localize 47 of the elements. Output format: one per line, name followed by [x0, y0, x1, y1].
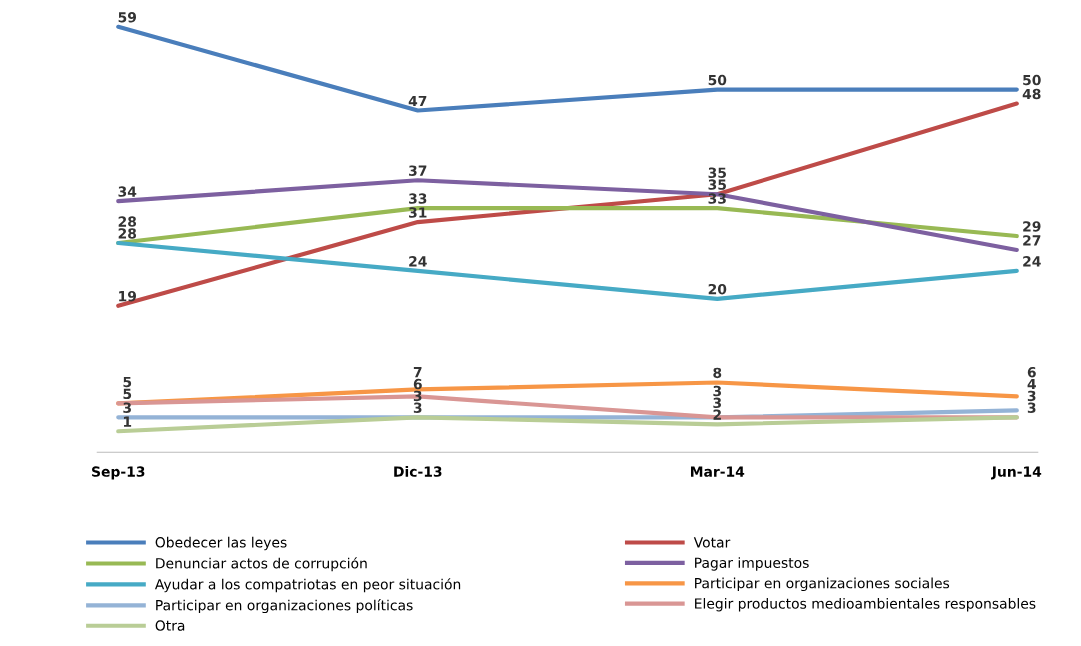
x-tick-label: Sep-13	[92, 466, 145, 480]
data-label: 50	[708, 74, 727, 86]
data-label: 3	[123, 402, 131, 413]
data-label: 34	[118, 186, 137, 197]
data-label: 37	[409, 165, 427, 176]
data-label: 35	[708, 167, 726, 179]
data-label: 2	[713, 409, 721, 420]
data-label: 48	[1022, 88, 1041, 100]
data-label: 28	[118, 228, 137, 239]
data-label: 20	[708, 283, 727, 295]
legend-label: Obedecer las leyes	[155, 536, 287, 551]
x-tick-label: Dic-13	[394, 466, 442, 477]
legend-label: Denunciar actos de corrupción	[156, 557, 367, 572]
data-label: 33	[409, 193, 427, 204]
data-label: 27	[1023, 235, 1041, 246]
legend-label: Votar	[693, 537, 731, 548]
data-label: 7	[413, 367, 422, 378]
data-label: 35	[708, 179, 726, 190]
data-label: 3	[413, 402, 422, 413]
data-label: 24	[1023, 256, 1041, 267]
data-label: 50	[1023, 74, 1041, 86]
data-label: 4	[1027, 378, 1036, 390]
data-label: 3	[713, 397, 722, 409]
data-label: 3	[1027, 390, 1036, 402]
data-label: 3	[1027, 402, 1036, 413]
legend-label: Pagar impuestos	[695, 557, 809, 571]
data-label: 3	[713, 385, 722, 397]
data-label: 6	[413, 378, 422, 390]
legend-label: Participar en organizaciones sociales	[695, 577, 950, 592]
legend-label: Otra	[155, 620, 185, 631]
data-label: 1	[123, 416, 132, 427]
data-label: 24	[409, 256, 427, 267]
x-tick-label: Jun-14	[991, 466, 1042, 480]
data-label: 47	[408, 95, 427, 106]
x-tick-label: Mar-14	[690, 466, 745, 477]
data-label: 31	[409, 207, 427, 218]
legend-label: Elegir productos medioambientales responsables	[695, 598, 1036, 612]
data-label: 8	[713, 367, 722, 379]
data-label: 19	[119, 290, 137, 302]
data-label: 59	[118, 12, 137, 23]
data-label: 5	[123, 388, 132, 400]
data-label: 29	[1023, 221, 1041, 232]
legend-label: Participar en organizaciones políticas	[156, 599, 413, 614]
data-label: 5	[123, 376, 132, 388]
legend-label: Ayudar a los compatriotas en peor situación	[154, 578, 461, 593]
data-label: 6	[1027, 366, 1036, 378]
data-label: 28	[118, 216, 137, 227]
